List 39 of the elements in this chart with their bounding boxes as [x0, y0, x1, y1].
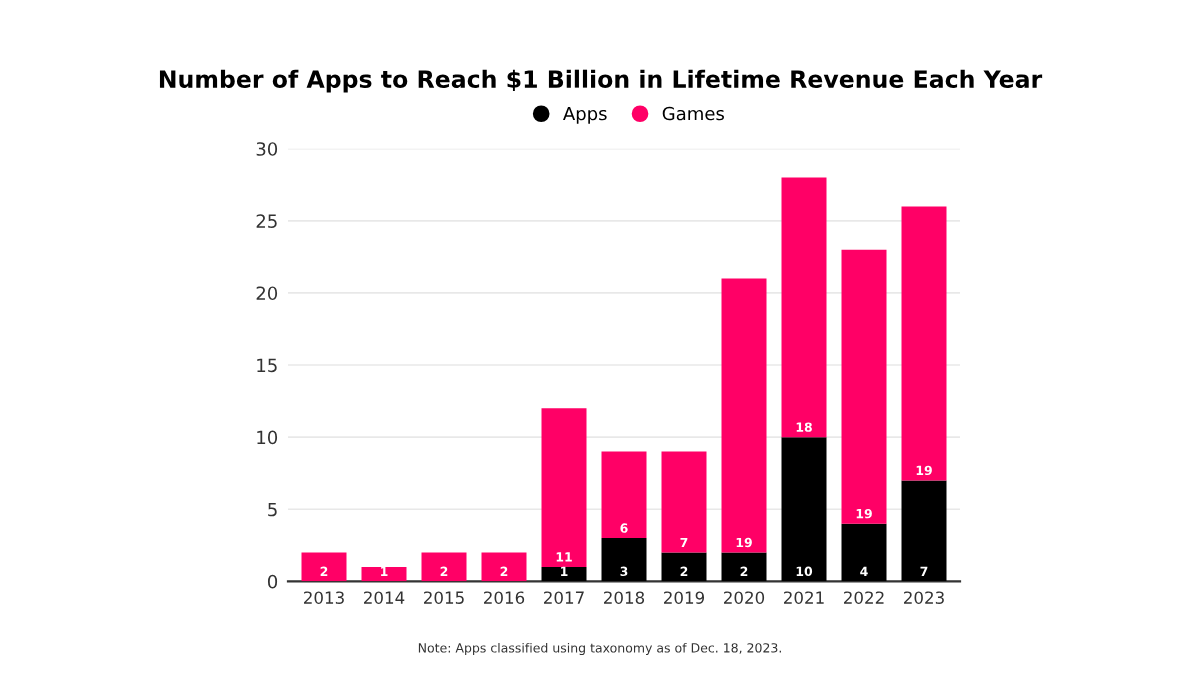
bar — [541, 408, 587, 567]
bar — [601, 451, 647, 539]
y-tick-label: 5 — [268, 502, 277, 517]
x-tick-label: 2015 — [424, 591, 464, 604]
bar — [721, 552, 767, 582]
x-tick-label: 2020 — [724, 591, 765, 604]
bar — [901, 480, 947, 582]
x-tick-label: 2021 — [784, 591, 824, 604]
bar — [661, 552, 707, 582]
bar — [841, 249, 887, 524]
x-tick-label: 2016 — [484, 591, 525, 604]
legend-label: Apps — [563, 106, 607, 124]
y-tick-label: 20 — [256, 286, 278, 301]
x-tick-label: 2019 — [664, 591, 705, 604]
x-tick-label: 2014 — [364, 591, 405, 604]
chart-title: Number of Apps to Reach $1 Billion in Lifetime Revenue Each Year — [159, 69, 1043, 93]
x-tick-label: 2022 — [844, 591, 884, 604]
x-tick-label: 2013 — [304, 591, 344, 604]
x-tick-label: 2017 — [544, 591, 584, 604]
bar — [481, 552, 527, 582]
bar — [721, 278, 767, 553]
bar — [661, 451, 707, 553]
bar — [781, 177, 827, 438]
y-tick-label: 0 — [267, 574, 278, 589]
y-tick-label: 30 — [256, 142, 278, 156]
bar — [361, 566, 407, 582]
bar — [841, 523, 887, 582]
x-tick-label: 2023 — [904, 591, 944, 604]
bar — [601, 538, 647, 582]
y-tick-label: 10 — [257, 430, 278, 445]
bar — [541, 566, 587, 582]
bar — [901, 206, 947, 481]
y-tick-label: 15 — [257, 358, 277, 373]
bar — [781, 437, 827, 582]
bar — [301, 552, 347, 582]
bar — [421, 552, 467, 582]
x-tick-label: 2018 — [604, 591, 645, 604]
legend-label: Games — [662, 106, 724, 121]
y-tick-label: 25 — [256, 214, 277, 228]
